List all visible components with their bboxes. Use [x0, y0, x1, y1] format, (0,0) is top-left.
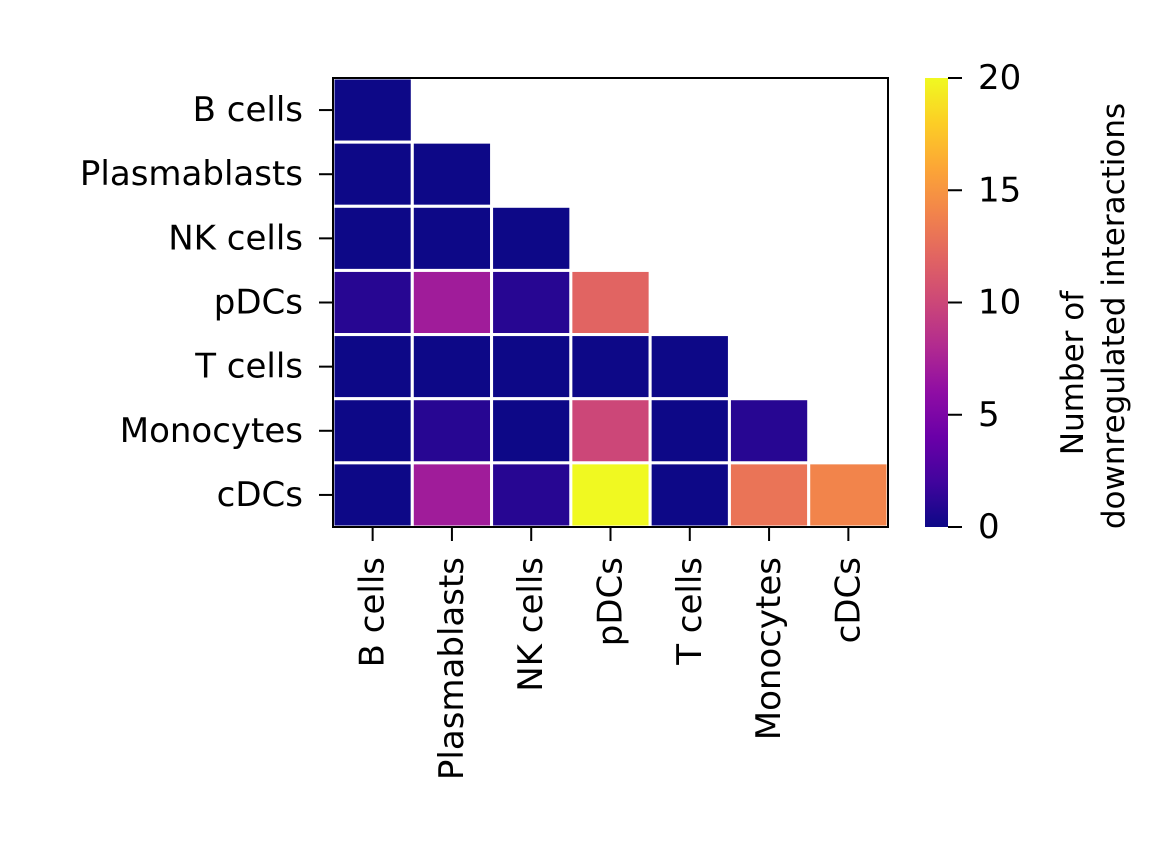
heatmap-cell — [490, 461, 573, 529]
x-axis: B cells Plasmablasts NK cells pDCs T cells Mo… — [353, 527, 868, 780]
y-tick-label: T cells — [194, 347, 303, 387]
heatmap-cell — [331, 140, 414, 208]
heatmap-cell — [331, 397, 414, 465]
heatmap-cell — [410, 140, 494, 208]
heatmap-cell — [331, 204, 414, 272]
colorbar-tick-label: 10 — [978, 283, 1021, 323]
colorbar-gradient — [925, 78, 948, 527]
colorbar-label-line1: Number of — [1055, 290, 1091, 455]
y-tick-label: NK cells — [168, 218, 303, 258]
heatmap-cell — [648, 397, 731, 465]
heatmap-cell — [410, 397, 494, 465]
heatmap-cell — [410, 333, 494, 401]
heatmap-cell — [727, 397, 811, 465]
y-tick-label: Plasmablasts — [80, 154, 303, 194]
x-tick-label: cDCs — [828, 557, 868, 643]
heatmap-cell — [410, 268, 494, 337]
heatmap-cell — [331, 76, 414, 144]
x-tick-label: T cells — [670, 557, 710, 666]
heatmap-cell — [410, 204, 494, 272]
heatmap-cell — [331, 268, 414, 337]
heatmap-cell — [490, 204, 573, 272]
colorbar-tick-label: 5 — [978, 395, 1000, 435]
heatmap-cell — [410, 461, 494, 529]
colorbar-ticks: 0 5 10 15 20 — [948, 58, 1021, 547]
x-tick-label: Monocytes — [749, 557, 789, 740]
heatmap-cell — [648, 461, 731, 529]
colorbar-tick-label: 20 — [978, 58, 1021, 98]
heatmap-cell — [569, 397, 652, 465]
x-tick-label: pDCs — [591, 557, 631, 646]
x-tick-label: NK cells — [511, 557, 551, 692]
heatmap-cell — [490, 268, 573, 337]
y-tick-label: B cells — [193, 90, 303, 130]
heatmap-cells — [331, 76, 890, 529]
heatmap-cell — [490, 397, 573, 465]
heatmap-cell — [807, 461, 890, 529]
colorbar: 0 5 10 15 20 Number of downregulated interac… — [925, 58, 1132, 547]
y-axis: B cells Plasmablasts NK cells pDCs T cells Mo… — [80, 90, 333, 515]
y-tick-label: pDCs — [214, 283, 303, 323]
x-tick-label: Plasmablasts — [432, 557, 472, 780]
colorbar-label-line2: downregulated interactions — [1096, 103, 1132, 529]
x-tick-label: B cells — [353, 557, 393, 667]
colorbar-tick-label: 15 — [978, 170, 1021, 210]
heatmap-cell — [727, 461, 811, 529]
colorbar-tick-label: 0 — [978, 507, 1000, 547]
heatmap-cell — [569, 333, 652, 401]
heatmap-cell — [331, 333, 414, 401]
heatmap-cell — [648, 333, 731, 401]
y-tick-label: Monocytes — [120, 411, 303, 451]
y-tick-label: cDCs — [217, 475, 303, 515]
heatmap-cell — [490, 333, 573, 401]
heatmap-cell — [331, 461, 414, 529]
heatmap-cell — [569, 268, 652, 337]
heatmap-cell — [569, 461, 652, 529]
